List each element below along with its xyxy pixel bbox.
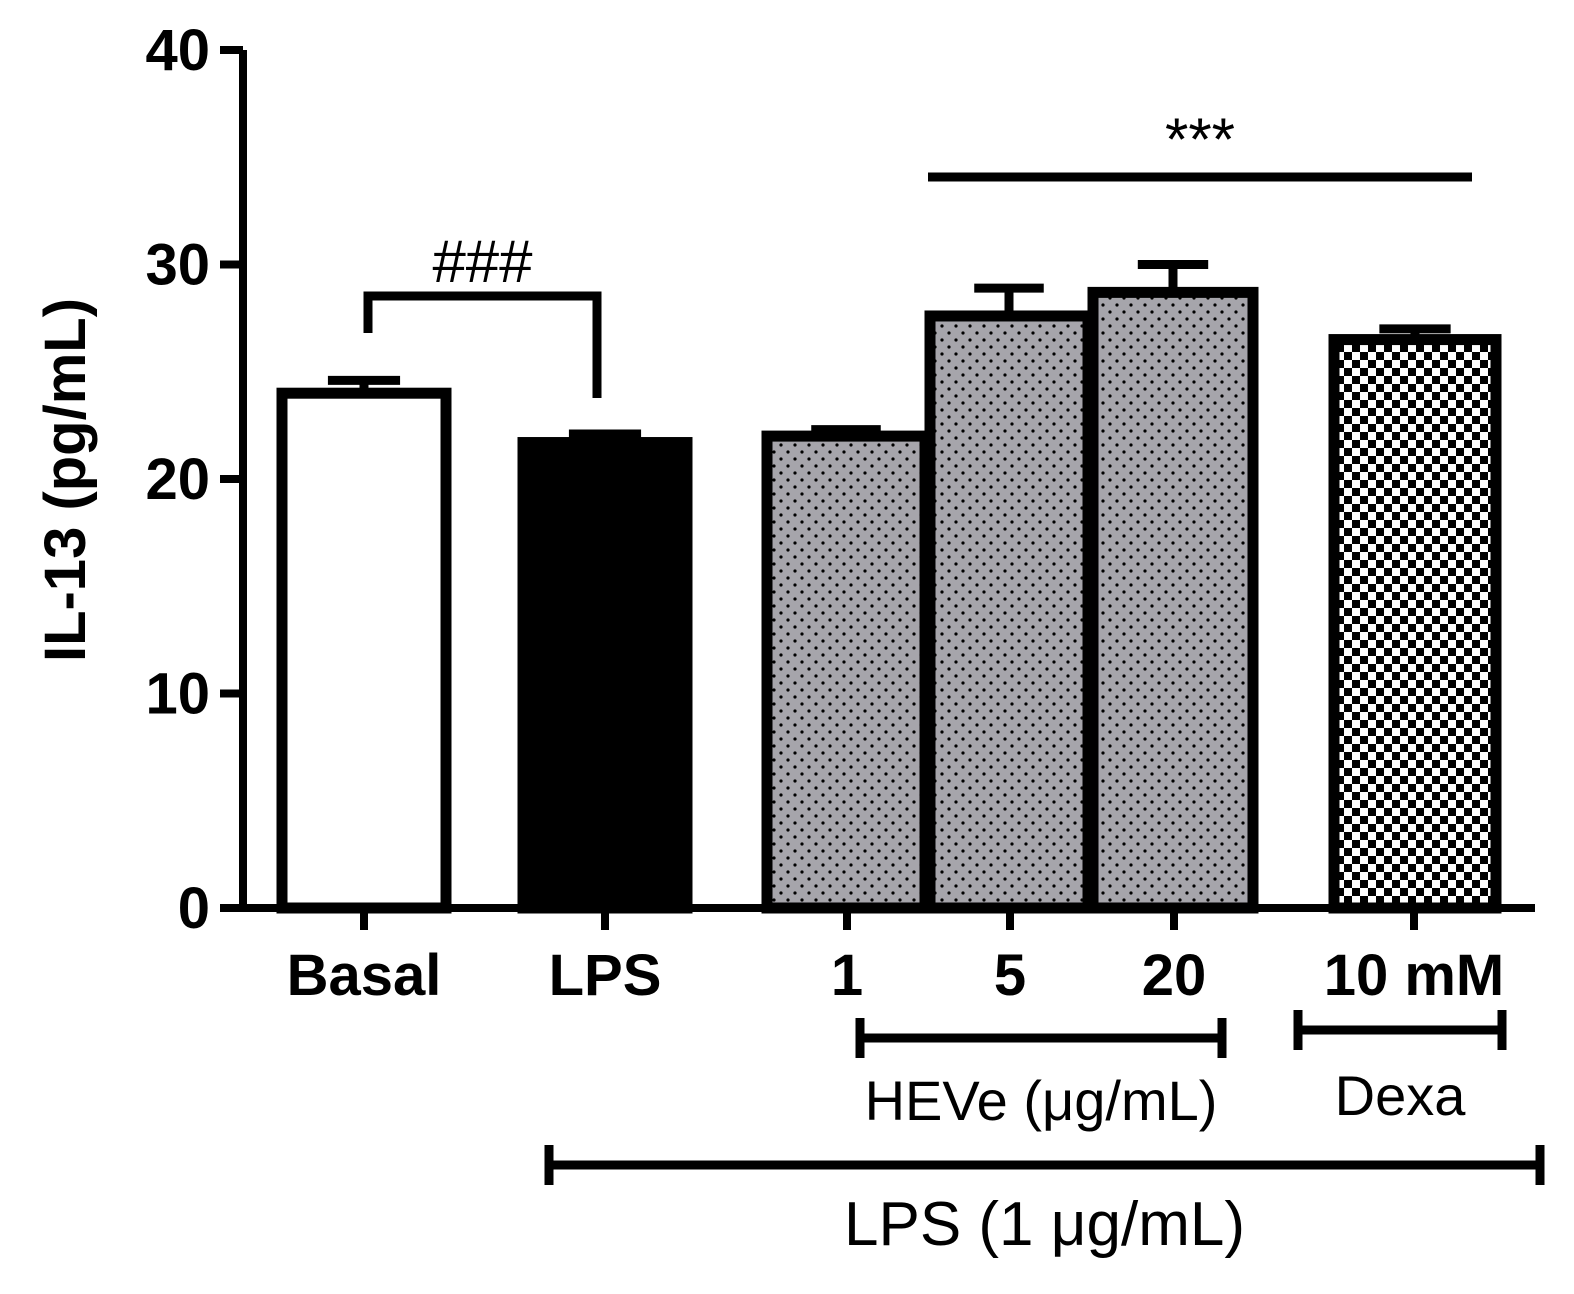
x-categories-layer: Basal LPS 1 5 20 10 mM <box>287 908 1505 1008</box>
x-category-label-1: LPS <box>549 943 662 1008</box>
x-category-label-4: 20 <box>1142 943 1207 1008</box>
x-category-label-5: 10 mM <box>1324 943 1505 1008</box>
bar-3 <box>924 310 1094 914</box>
y-axis-label: IL-13 (pg/mL) <box>33 298 98 662</box>
bar-4 <box>1087 286 1259 914</box>
y-tick-label-1: 10 <box>145 662 210 727</box>
bar-5 <box>1328 334 1502 914</box>
x-category-label-2: 1 <box>831 943 863 1008</box>
y-tick-label-0: 0 <box>178 876 210 941</box>
group-brackets-layer: HEVe (μg/mL) Dexa LPS (1 μg/mL) <box>544 1010 1545 1259</box>
significance-bracket-0 <box>363 291 602 398</box>
group-label-1: Dexa <box>1335 1064 1467 1127</box>
significance-label-1: *** <box>1165 106 1235 173</box>
y-tick-label-3: 30 <box>145 233 210 298</box>
bar-0 <box>276 387 452 914</box>
bar-2 <box>761 430 931 914</box>
y-tick-label-4: 40 <box>145 18 210 83</box>
x-category-label-3: 5 <box>994 943 1026 1008</box>
y-tick-label-2: 20 <box>145 447 210 512</box>
significance-label-0: ### <box>432 228 533 295</box>
x-category-label-0: Basal <box>287 943 442 1008</box>
significance-layer: ### *** <box>363 106 1472 398</box>
bars-layer <box>276 260 1502 914</box>
bar-1 <box>517 437 693 914</box>
y-ticks-layer: 0 10 20 30 40 <box>145 18 243 941</box>
group-label-2: LPS (1 μg/mL) <box>844 1190 1245 1259</box>
group-label-0: HEVe (μg/mL) <box>865 1069 1218 1132</box>
